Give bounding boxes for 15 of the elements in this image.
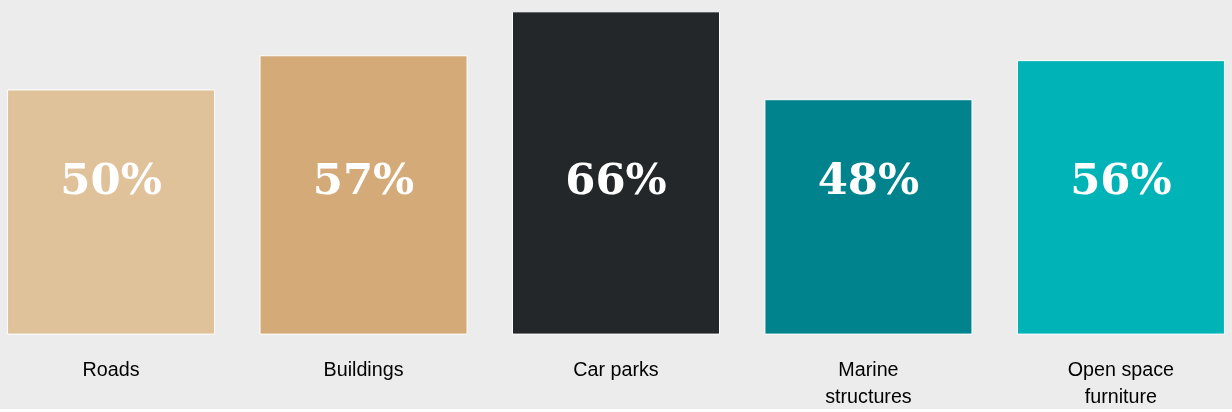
bar xyxy=(511,11,721,335)
data-label: 48% xyxy=(817,153,920,205)
data-label: 66% xyxy=(565,153,667,205)
data-label: 57% xyxy=(312,153,415,205)
x-tick-label: Roads xyxy=(82,357,140,380)
bar xyxy=(259,55,468,335)
data-label: 50% xyxy=(60,153,162,205)
data-label: 56% xyxy=(1070,153,1172,205)
bar xyxy=(7,89,216,335)
x-tick-label: Marine structures xyxy=(825,357,912,407)
bar xyxy=(1016,60,1225,335)
bar xyxy=(764,99,973,335)
x-tick-label: Car parks xyxy=(573,357,659,380)
x-tick-label: Open space furniture xyxy=(1067,357,1175,407)
x-tick-label: Buildings xyxy=(323,357,404,380)
